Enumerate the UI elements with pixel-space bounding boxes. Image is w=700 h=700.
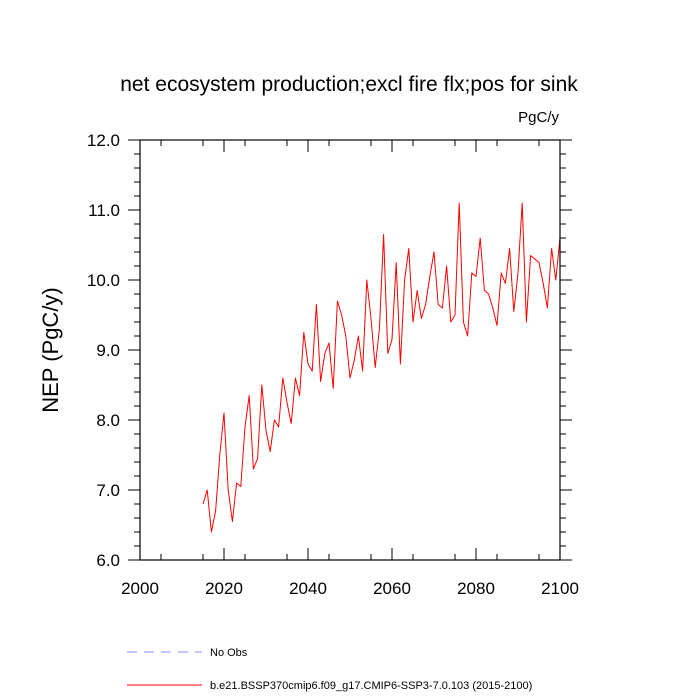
x-tick-labels: 2000 2020 2040 2060 2080 2100 [121, 579, 579, 598]
y-tick-label: 9.0 [96, 341, 120, 360]
x-tick-label: 2100 [541, 579, 579, 598]
y-tick-label: 11.0 [88, 201, 120, 220]
legend-label-no-obs: No Obs [210, 647, 248, 659]
minor-ticks [134, 140, 566, 560]
y-tick-label: 7.0 [96, 481, 120, 500]
y-tick-label: 6.0 [96, 551, 120, 570]
x-tick-label: 2000 [121, 579, 159, 598]
x-tick-label: 2020 [205, 579, 243, 598]
y-tick-label: 10.0 [87, 271, 120, 290]
legend-label-ssp370: b.e21.BSSP370cmip6.f09_g17.CMIP6-SSP3-7.… [210, 680, 532, 692]
x-tick-label: 2080 [457, 579, 495, 598]
y-axis-label: NEP (PgC/y) [38, 287, 63, 413]
major-ticks [128, 139, 572, 561]
y-tick-label: 8.0 [96, 411, 120, 430]
plot-frame [139, 139, 561, 561]
chart-title: net ecosystem production;excl fire flx;p… [120, 73, 578, 96]
x-tick-label: 2060 [373, 579, 411, 598]
y-tick-labels: 6.0 7.0 8.0 9.0 10.0 11.0 12.0 [87, 131, 120, 570]
series-line-ssp370 [202, 202, 561, 533]
legend: No Obs b.e21.BSSP370cmip6.f09_g17.CMIP6-… [127, 647, 532, 692]
y-tick-label: 12.0 [87, 131, 120, 150]
units-label: PgC/y [518, 109, 559, 126]
x-tick-label: 2040 [289, 579, 327, 598]
